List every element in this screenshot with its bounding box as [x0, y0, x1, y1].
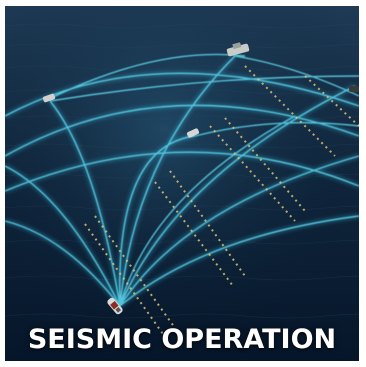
seismic-beams [5, 53, 359, 307]
image-frame: SEISMIC OPERATION [5, 6, 359, 361]
image-caption: SEISMIC OPERATION [27, 324, 337, 355]
vessel-center [186, 128, 200, 138]
sea-glow [5, 6, 359, 361]
streamer-cables [84, 65, 359, 335]
survey-vessel-main [107, 297, 123, 315]
seismic-scene [5, 6, 359, 361]
vessel-right [349, 86, 359, 92]
vessel-left [42, 93, 56, 103]
vessel-top [226, 42, 250, 57]
wave-texture [5, 23, 359, 319]
